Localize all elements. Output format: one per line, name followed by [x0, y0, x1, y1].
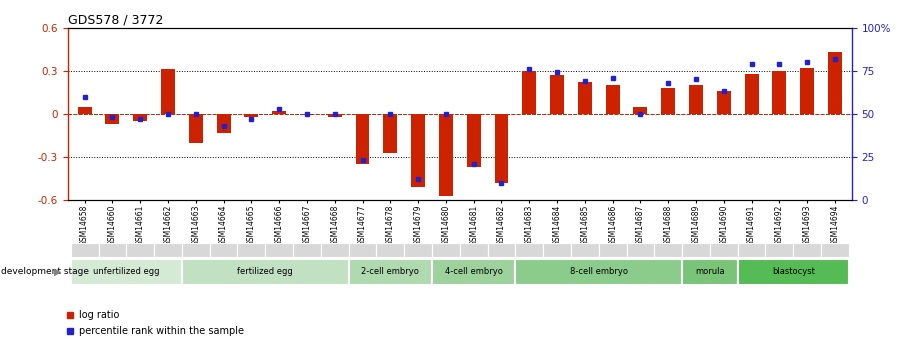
FancyBboxPatch shape	[766, 243, 794, 257]
FancyBboxPatch shape	[544, 243, 571, 257]
FancyBboxPatch shape	[432, 259, 516, 285]
FancyBboxPatch shape	[71, 259, 182, 285]
Text: blastocyst: blastocyst	[772, 267, 814, 276]
Bar	[550, 75, 564, 114]
FancyBboxPatch shape	[516, 243, 544, 257]
Text: 4-cell embryo: 4-cell embryo	[445, 267, 503, 276]
Bar	[578, 82, 592, 114]
Bar	[272, 111, 286, 114]
Bar	[689, 85, 703, 114]
FancyBboxPatch shape	[154, 243, 182, 257]
Bar	[245, 114, 258, 117]
FancyBboxPatch shape	[265, 243, 293, 257]
FancyBboxPatch shape	[487, 243, 516, 257]
FancyBboxPatch shape	[99, 243, 126, 257]
Bar	[105, 114, 120, 124]
Text: ▶: ▶	[54, 267, 62, 276]
Bar	[355, 114, 370, 164]
Text: log ratio: log ratio	[80, 310, 120, 319]
FancyBboxPatch shape	[710, 243, 737, 257]
Bar	[800, 68, 814, 114]
Bar	[467, 114, 481, 167]
Text: 2-cell embryo: 2-cell embryo	[361, 267, 419, 276]
Bar	[161, 69, 175, 114]
Text: morula: morula	[695, 267, 725, 276]
FancyBboxPatch shape	[71, 243, 99, 257]
FancyBboxPatch shape	[682, 259, 737, 285]
FancyBboxPatch shape	[432, 243, 459, 257]
Bar	[745, 73, 758, 114]
Bar	[661, 88, 675, 114]
FancyBboxPatch shape	[737, 259, 849, 285]
FancyBboxPatch shape	[654, 243, 682, 257]
Bar	[523, 71, 536, 114]
Text: unfertilized egg: unfertilized egg	[93, 267, 159, 276]
Bar	[411, 114, 425, 187]
FancyBboxPatch shape	[321, 243, 349, 257]
Bar	[439, 114, 453, 196]
FancyBboxPatch shape	[682, 243, 710, 257]
Bar	[300, 114, 313, 115]
Bar	[133, 114, 147, 121]
Bar	[606, 85, 620, 114]
Bar	[383, 114, 397, 152]
FancyBboxPatch shape	[459, 243, 487, 257]
FancyBboxPatch shape	[599, 243, 627, 257]
FancyBboxPatch shape	[182, 259, 349, 285]
Bar	[633, 107, 648, 114]
Text: percentile rank within the sample: percentile rank within the sample	[80, 326, 245, 336]
FancyBboxPatch shape	[293, 243, 321, 257]
Bar	[188, 114, 203, 142]
Text: GDS578 / 3772: GDS578 / 3772	[68, 13, 163, 27]
Bar	[828, 52, 842, 114]
Bar	[328, 114, 342, 117]
Text: 8-cell embryo: 8-cell embryo	[570, 267, 628, 276]
FancyBboxPatch shape	[349, 243, 376, 257]
Bar	[217, 114, 230, 132]
Bar	[717, 91, 731, 114]
FancyBboxPatch shape	[376, 243, 404, 257]
FancyBboxPatch shape	[182, 243, 209, 257]
Text: fertilized egg: fertilized egg	[237, 267, 294, 276]
Bar	[495, 114, 508, 183]
FancyBboxPatch shape	[794, 243, 821, 257]
FancyBboxPatch shape	[571, 243, 599, 257]
FancyBboxPatch shape	[349, 259, 432, 285]
FancyBboxPatch shape	[821, 243, 849, 257]
FancyBboxPatch shape	[627, 243, 654, 257]
FancyBboxPatch shape	[737, 243, 766, 257]
Bar	[773, 71, 786, 114]
Text: development stage: development stage	[1, 267, 89, 276]
FancyBboxPatch shape	[209, 243, 237, 257]
Bar	[78, 107, 92, 114]
FancyBboxPatch shape	[404, 243, 432, 257]
FancyBboxPatch shape	[516, 259, 682, 285]
FancyBboxPatch shape	[126, 243, 154, 257]
FancyBboxPatch shape	[237, 243, 265, 257]
